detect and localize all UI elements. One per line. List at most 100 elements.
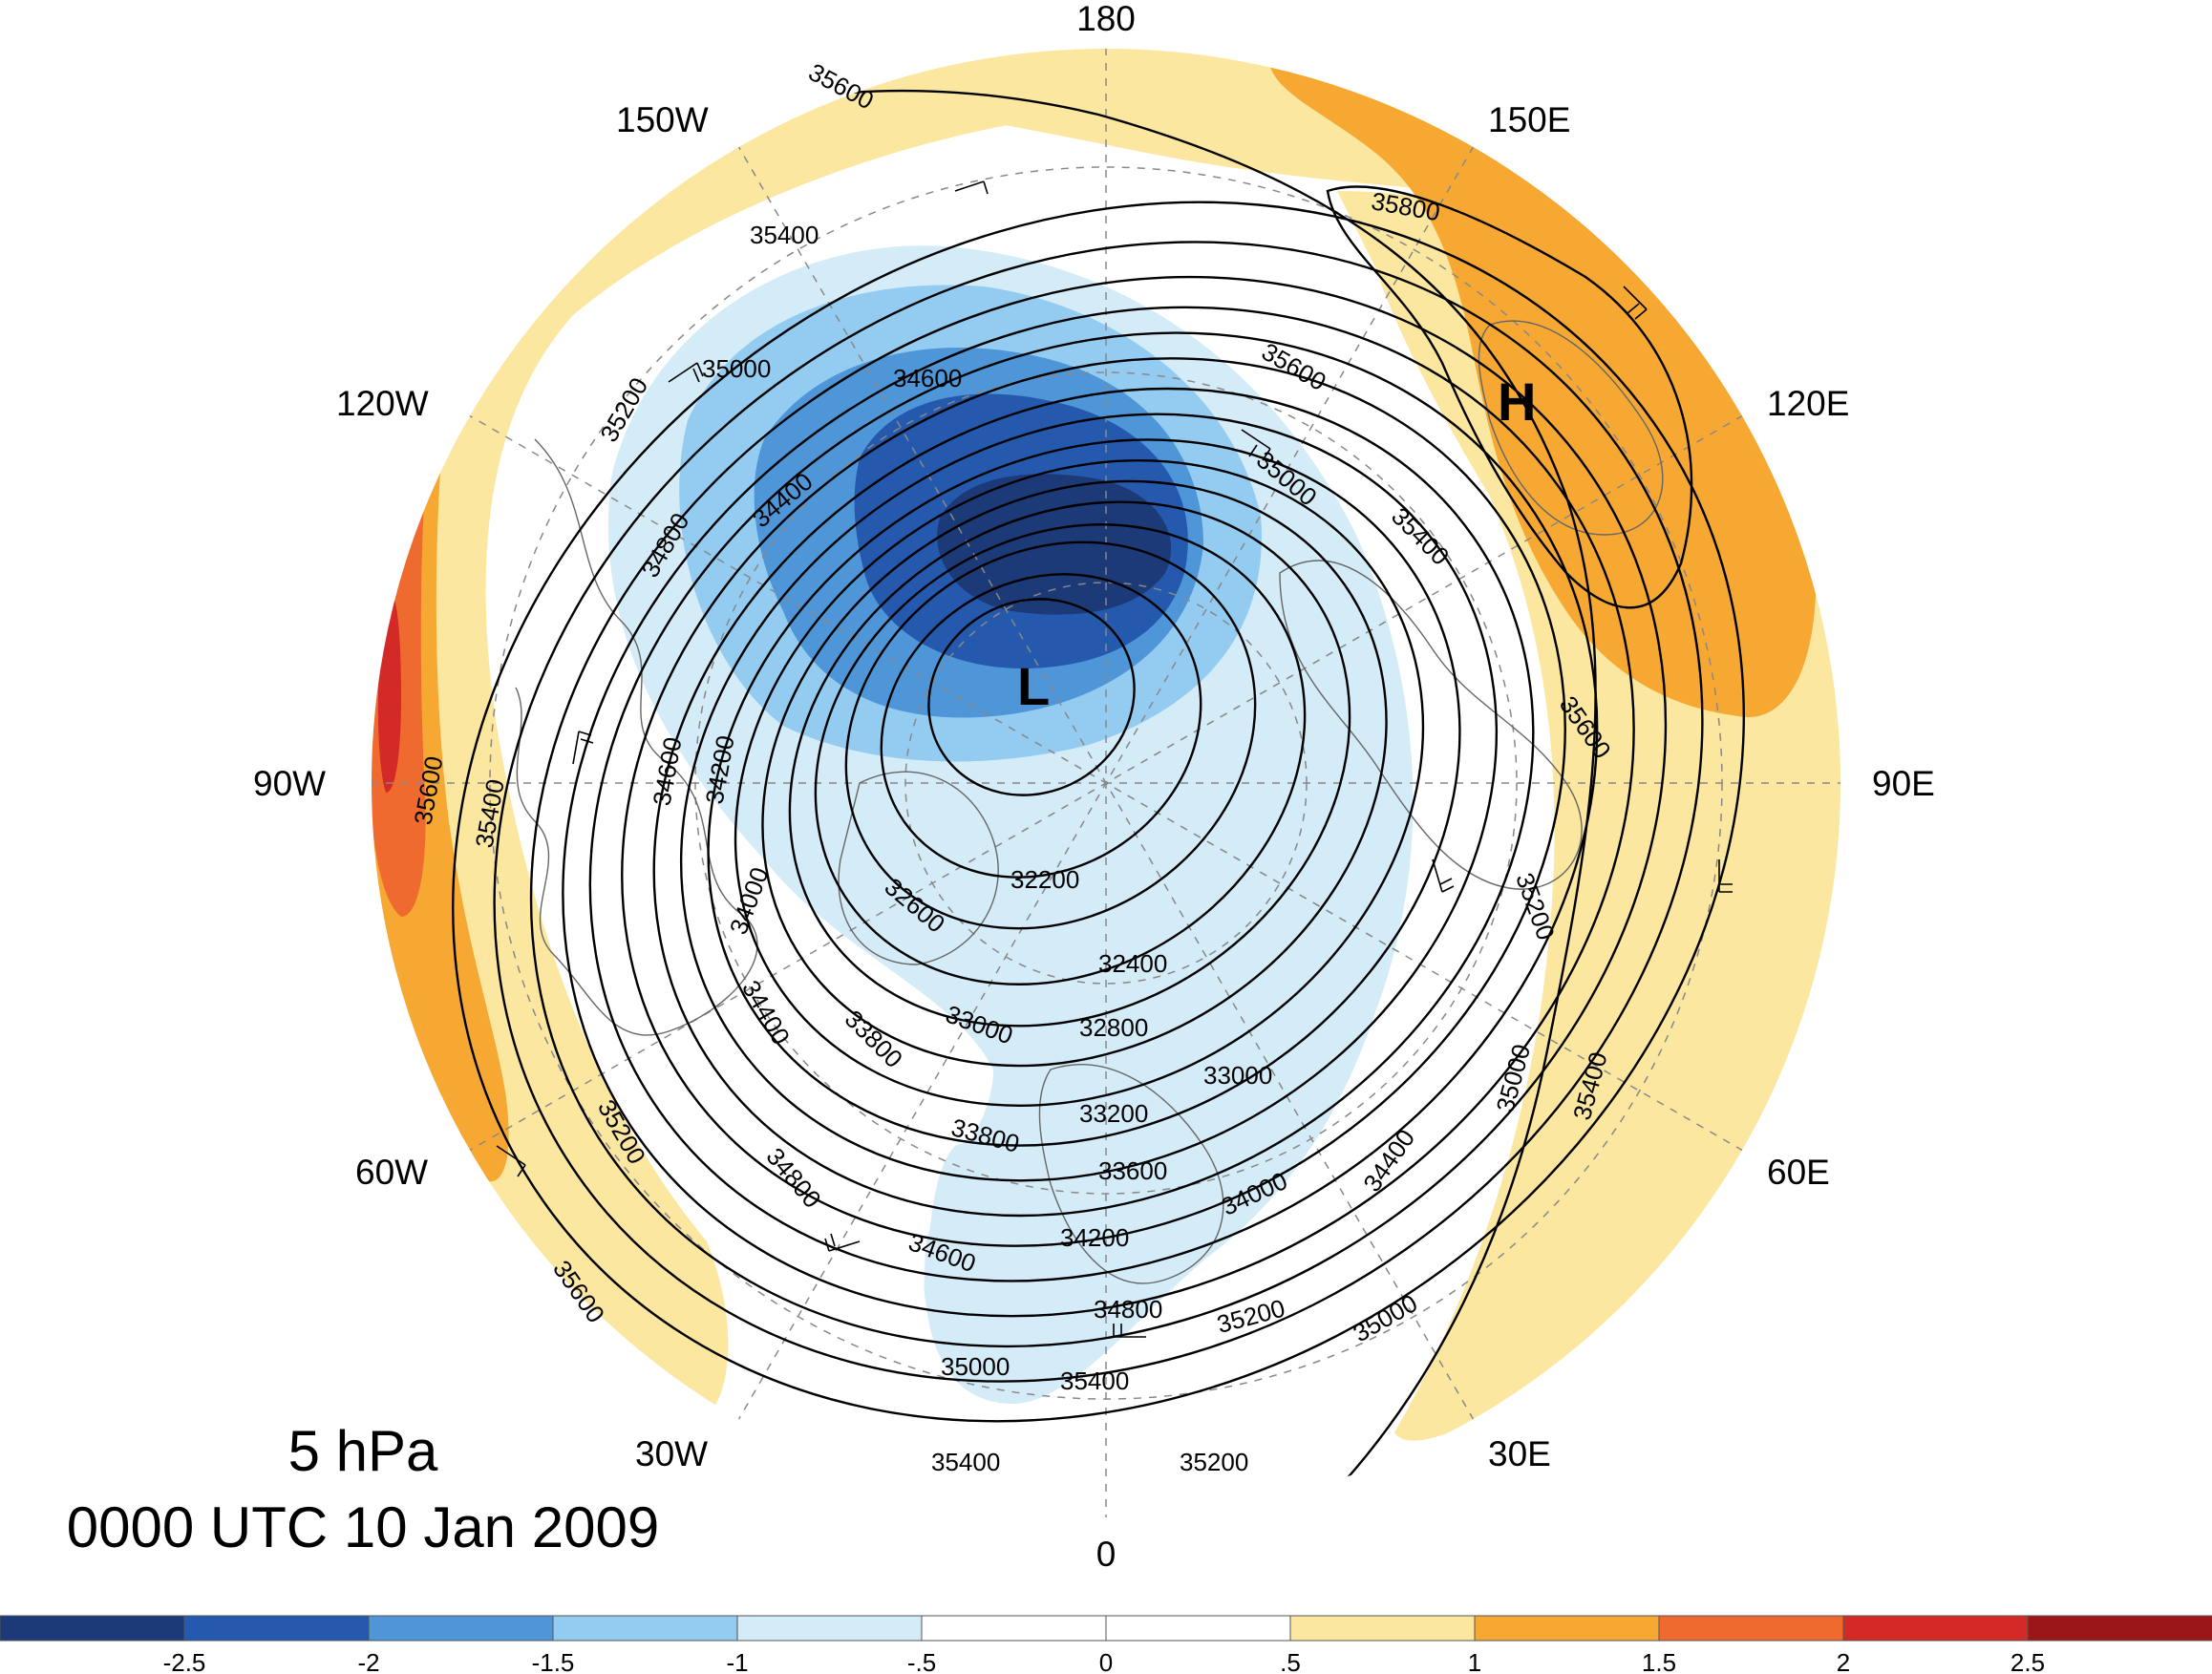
colorbar-box [736,1615,923,1642]
colorbar-tick-label: 2 [1837,1648,1850,1674]
coastline-europe [1038,1064,1224,1284]
contour-35800 [1326,185,1693,609]
contour-32600 [844,540,1257,930]
wind-barb [1113,1324,1146,1338]
colorbar-box [1474,1615,1660,1642]
colorbar-tick-label: 1 [1468,1648,1481,1674]
wind-barb [572,731,594,765]
height-contours [400,89,1745,1491]
contour-label: 35400 [750,221,819,249]
contour-34000 [680,413,1498,1182]
longitude-label-90w: 90W [253,764,326,803]
longitude-label-90e: 90E [1872,764,1935,803]
wind-barb [1718,859,1733,893]
colorbar-box [368,1615,554,1642]
wind-barb [668,362,704,383]
anomaly-area-pos-siberia-orange [1270,66,1817,718]
low-pressure-center-label: L [1017,656,1050,716]
contour-label: 33200 [1079,1099,1148,1128]
colorbar-tick-label: .5 [1280,1648,1301,1674]
map-disk [371,48,1841,1518]
coastline-east-asia [1478,320,1664,536]
high-pressure-center-label: H [1498,371,1536,432]
coastline-greenland [838,771,999,965]
wind-barbs [496,180,1733,1338]
contour-34800 [562,306,1635,1318]
contour-33600 [734,459,1425,1107]
colorbar-box [921,1615,1107,1642]
colorbar-tick-label: -1.5 [532,1648,575,1674]
coastline-north-america [515,438,758,1036]
colorbar-tick-label: 1.5 [1642,1648,1676,1674]
colorbar-tick-label: -.5 [907,1648,936,1674]
colorbar-box [1842,1615,2029,1642]
wind-barb [496,1145,526,1177]
colorbar-box [1105,1615,1291,1642]
wind-barb [1432,858,1455,893]
colorbar-tick-label: -2 [357,1648,379,1674]
longitude-label-180: 180 [1076,0,1136,38]
contour-34400 [621,357,1566,1247]
colorbar-tick-labels: -2.5 -2 -1.5 -1 -.5 0 .5 1 1.5 2 2.5 [163,1648,2045,1674]
contour-label: 32800 [1079,1013,1148,1042]
meridian-150e-30w [737,145,1475,1421]
contour-label: 32200 [1010,865,1079,894]
contour-label: 33000 [1203,1061,1272,1090]
positive-anomaly-shading [371,48,1841,1441]
contour-label: 32400 [1098,949,1167,978]
valid-time-label: 0000 UTC 10 Jan 2009 [67,1495,659,1559]
colorbar: -2.5 -2 -1.5 -1 -.5 0 .5 1 1.5 2 2.5 [0,1615,2212,1674]
colorbar-box [1289,1615,1476,1642]
colorbar-tick-label: 2.5 [2010,1648,2045,1674]
longitude-label-150e: 150E [1488,100,1570,139]
contour-33000 [788,500,1351,1028]
contour-label: 35400 [931,1448,1000,1476]
map-boundary [370,47,1842,1519]
contour-35200 [493,241,1704,1383]
wind-barb [824,1233,861,1252]
longitude-label-120e: 120E [1767,384,1849,423]
contour-34600 [588,331,1599,1282]
contour-32200 [927,598,1136,796]
coastlines [515,320,1664,1284]
coastline-siberia [1279,560,1583,890]
colorbar-box [183,1615,370,1642]
contour-label: 34600 [893,364,962,392]
colorbar-tick-label: 0 [1099,1648,1113,1674]
wind-barb [954,180,989,195]
longitude-label-30e: 30E [1488,1434,1551,1473]
colorbar-box [1658,1615,1844,1642]
contour-label: 35000 [941,1352,1010,1381]
contour-34200 [652,387,1535,1218]
colorbar-tick-label: -1 [726,1648,748,1674]
contour-label: 33600 [1098,1156,1167,1185]
anomaly-area-neg-south [924,1138,1062,1339]
pressure-level-label: 5 hPa [288,1419,438,1483]
longitude-label-60e: 60E [1767,1153,1830,1192]
longitude-label-30w: 30W [635,1434,708,1473]
longitude-label-60w: 60W [355,1153,428,1192]
contour-33800 [707,438,1461,1147]
contour-label: 34800 [1094,1295,1162,1324]
longitude-label-150w: 150W [616,100,709,139]
colorbar-box [0,1615,185,1642]
contour-32800 [814,523,1307,985]
contour-33200 [761,479,1388,1068]
contour-35400 [452,201,1745,1423]
contour-label: 35400 [1060,1367,1129,1395]
longitude-label-0: 0 [1096,1535,1117,1574]
contour-32400 [880,573,1202,879]
colorbar-tick-label: -2.5 [163,1648,206,1674]
longitude-label-120w: 120W [336,384,429,423]
colorbar-box [2027,1615,2212,1642]
colorbar-box [552,1615,738,1642]
contour-label: 34200 [1060,1223,1129,1252]
contour-label: 35200 [1180,1448,1248,1476]
wind-barb [1241,429,1271,461]
contour-35000 [529,275,1668,1348]
colorbar-boxes [0,1615,2212,1642]
wind-barb [1623,286,1648,320]
contour-label: 35000 [702,354,771,383]
longitude-labels: 180 150E 120E 90E 60E 30E 0 30W 60W 90W … [253,0,1935,1574]
